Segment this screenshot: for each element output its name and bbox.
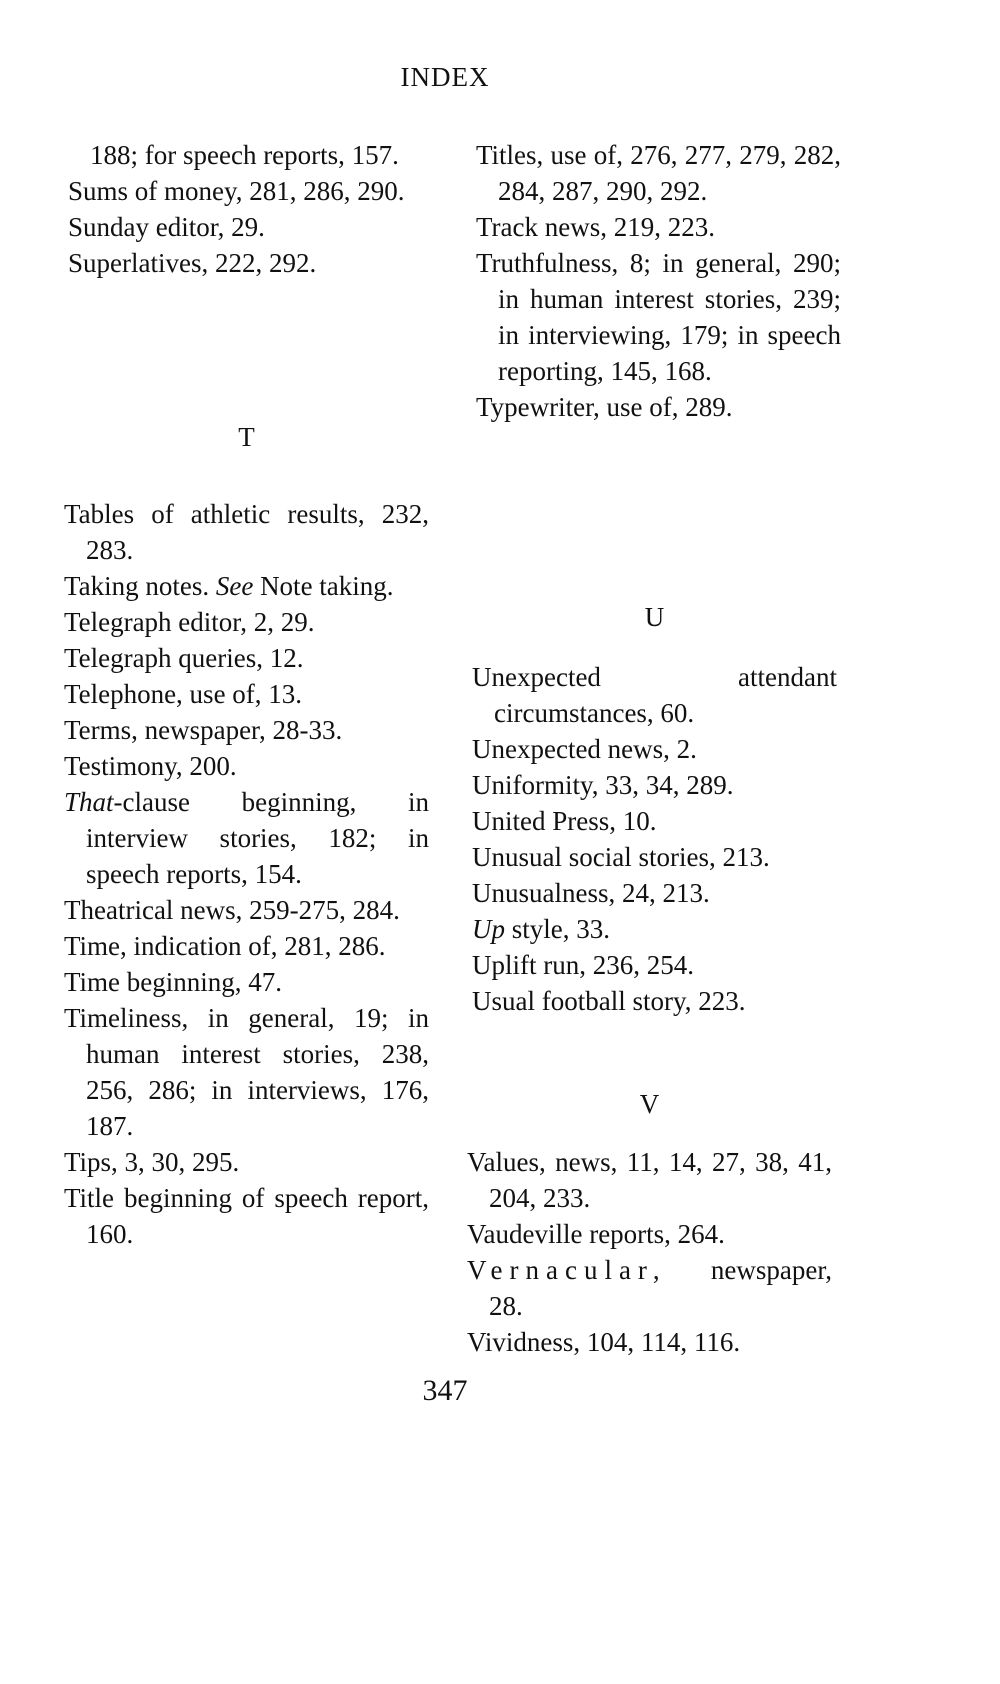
entry-text: Tables of athletic results, 232, 283. [64, 499, 429, 565]
entry-text: Sunday editor, 29. [68, 212, 265, 242]
index-entry: That-clause beginning, in interview stor… [64, 784, 429, 892]
index-block: Titles, use of, 276, 277, 279, 282, 284,… [476, 137, 841, 425]
entry-text: United Press, 10. [472, 806, 657, 836]
entry-text: Vividness, 104, 114, 116. [467, 1327, 741, 1357]
entry-text: Usual football story, 223. [472, 986, 746, 1016]
entry-text: newspaper, 28. [489, 1255, 832, 1321]
index-entry: Telegraph queries, 12. [64, 640, 429, 676]
index-block: Tables of athletic results, 232, 283. Tak… [64, 496, 429, 1252]
index-entry: Track news, 219, 223. [476, 209, 841, 245]
page-number: 347 [422, 1374, 468, 1407]
entry-text: Note taking. [253, 571, 394, 601]
entry-text: Telegraph editor, 2, 29. [64, 607, 315, 637]
index-entry: Time beginning, 47. [64, 964, 429, 1000]
index-entry: Testimony, 200. [64, 748, 429, 784]
entry-text: Telegraph queries, 12. [64, 643, 304, 673]
index-entry: Telegraph editor, 2, 29. [64, 604, 429, 640]
entry-text: Vaudeville reports, 264. [467, 1219, 725, 1249]
index-entry: United Press, 10. [472, 803, 837, 839]
entry-text: Vernacular, [467, 1255, 667, 1285]
index-block: Unexpected attendant circumstances, 60. U… [472, 659, 837, 1019]
index-entry: Unexpected news, 2. [472, 731, 837, 767]
index-entry: Taking notes. See Note taking. [64, 568, 429, 604]
entry-text: Sums of money, 281, 286, 290. [68, 176, 405, 206]
index-entry: Theatrical news, 259-275, 284. [64, 892, 429, 928]
entry-text: Time, indication of, 281, 286. [64, 931, 386, 961]
index-entry: Values, news, 11, 14, 27, 38, 41, 204, 2… [467, 1144, 832, 1216]
entry-text: Tips, 3, 30, 295. [64, 1147, 240, 1177]
index-entry: Time, indication of, 281, 286. [64, 928, 429, 964]
index-entry: Titles, use of, 276, 277, 279, 282, 284,… [476, 137, 841, 209]
section-letter-v: V [639, 1089, 660, 1119]
index-entry: Vaudeville reports, 264. [467, 1216, 832, 1252]
index-entry: Vernacular, newspaper, 28. [467, 1252, 832, 1324]
index-entry: Uniformity, 33, 34, 289. [472, 767, 837, 803]
entry-text: Up [472, 914, 505, 944]
index-entry: Sunday editor, 29. [68, 209, 433, 245]
entry-text: Telephone, use of, 13. [64, 679, 303, 709]
index-entry: Terms, newspaper, 28-33. [64, 712, 429, 748]
entry-text: Titles, use of, 276, 277, 279, 282, 284,… [476, 140, 841, 206]
entry-text: Uplift run, 236, 254. [472, 950, 694, 980]
index-entry: Uplift run, 236, 254. [472, 947, 837, 983]
index-entry: Unexpected attendant circumstances, 60. [472, 659, 837, 731]
entry-text: Timeliness, in general, 19; in human int… [64, 1003, 429, 1141]
entry-text: Track news, 219, 223. [476, 212, 715, 242]
index-entry: Typewriter, use of, 289. [476, 389, 841, 425]
section-letter-t: T [238, 422, 255, 452]
index-entry: Tips, 3, 30, 295. [64, 1144, 429, 1180]
index-entry: Truthfulness, 8; in general, 290; in hum… [476, 245, 841, 389]
index-entry: Superlatives, 222, 292. [68, 245, 433, 281]
index-entry: Timeliness, in general, 19; in human int… [64, 1000, 429, 1144]
entry-text: Superlatives, 222, 292. [68, 248, 317, 278]
index-entry: Sums of money, 281, 286, 290. [68, 173, 433, 209]
index-entry: Usual football story, 223. [472, 983, 837, 1019]
index-block: Values, news, 11, 14, 27, 38, 41, 204, 2… [467, 1144, 832, 1360]
entry-text: Unusual social stories, 213. [472, 842, 770, 872]
entry-text: 188; for speech reports, 157. [90, 140, 399, 170]
running-header: INDEX [400, 62, 490, 92]
entry-text: Uniformity, 33, 34, 289. [472, 770, 734, 800]
index-entry: Unusual social stories, 213. [472, 839, 837, 875]
entry-text: See [215, 571, 254, 601]
index-entry: Title beginning of speech report, 160. [64, 1180, 429, 1252]
entry-text: That [64, 787, 114, 817]
section-letter-u: U [644, 602, 665, 632]
index-block: 188; for speech reports, 157. Sums of mon… [68, 137, 433, 281]
entry-text: style, 33. [505, 914, 610, 944]
entry-text: Values, news, 11, 14, 27, 38, 41, 204, 2… [467, 1147, 832, 1213]
index-entry: Up style, 33. [472, 911, 837, 947]
entry-text: Theatrical news, 259-275, 284. [64, 895, 400, 925]
entry-text: Taking notes. [64, 571, 216, 601]
index-entry: Tables of athletic results, 232, 283. [64, 496, 429, 568]
entry-text: Terms, newspaper, 28-33. [64, 715, 343, 745]
entry-text: Time beginning, 47. [64, 967, 283, 997]
entry-text: Unusualness, 24, 213. [472, 878, 710, 908]
entry-text: Unexpected attendant circumstances, 60. [472, 662, 837, 728]
index-entry: Unusualness, 24, 213. [472, 875, 837, 911]
entry-text: Typewriter, use of, 289. [476, 392, 733, 422]
entry-text: Testimony, 200. [64, 751, 237, 781]
index-entry: Telephone, use of, 13. [64, 676, 429, 712]
entry-text: Title beginning of speech report, 160. [64, 1183, 429, 1249]
entry-text: -clause beginning, in interview stories,… [86, 787, 429, 889]
entry-text: Truthfulness, 8; in general, 290; in hum… [476, 248, 841, 386]
index-entry: 188; for speech reports, 157. [68, 137, 433, 173]
entry-text: Unexpected news, 2. [472, 734, 697, 764]
index-entry: Vividness, 104, 114, 116. [467, 1324, 832, 1360]
